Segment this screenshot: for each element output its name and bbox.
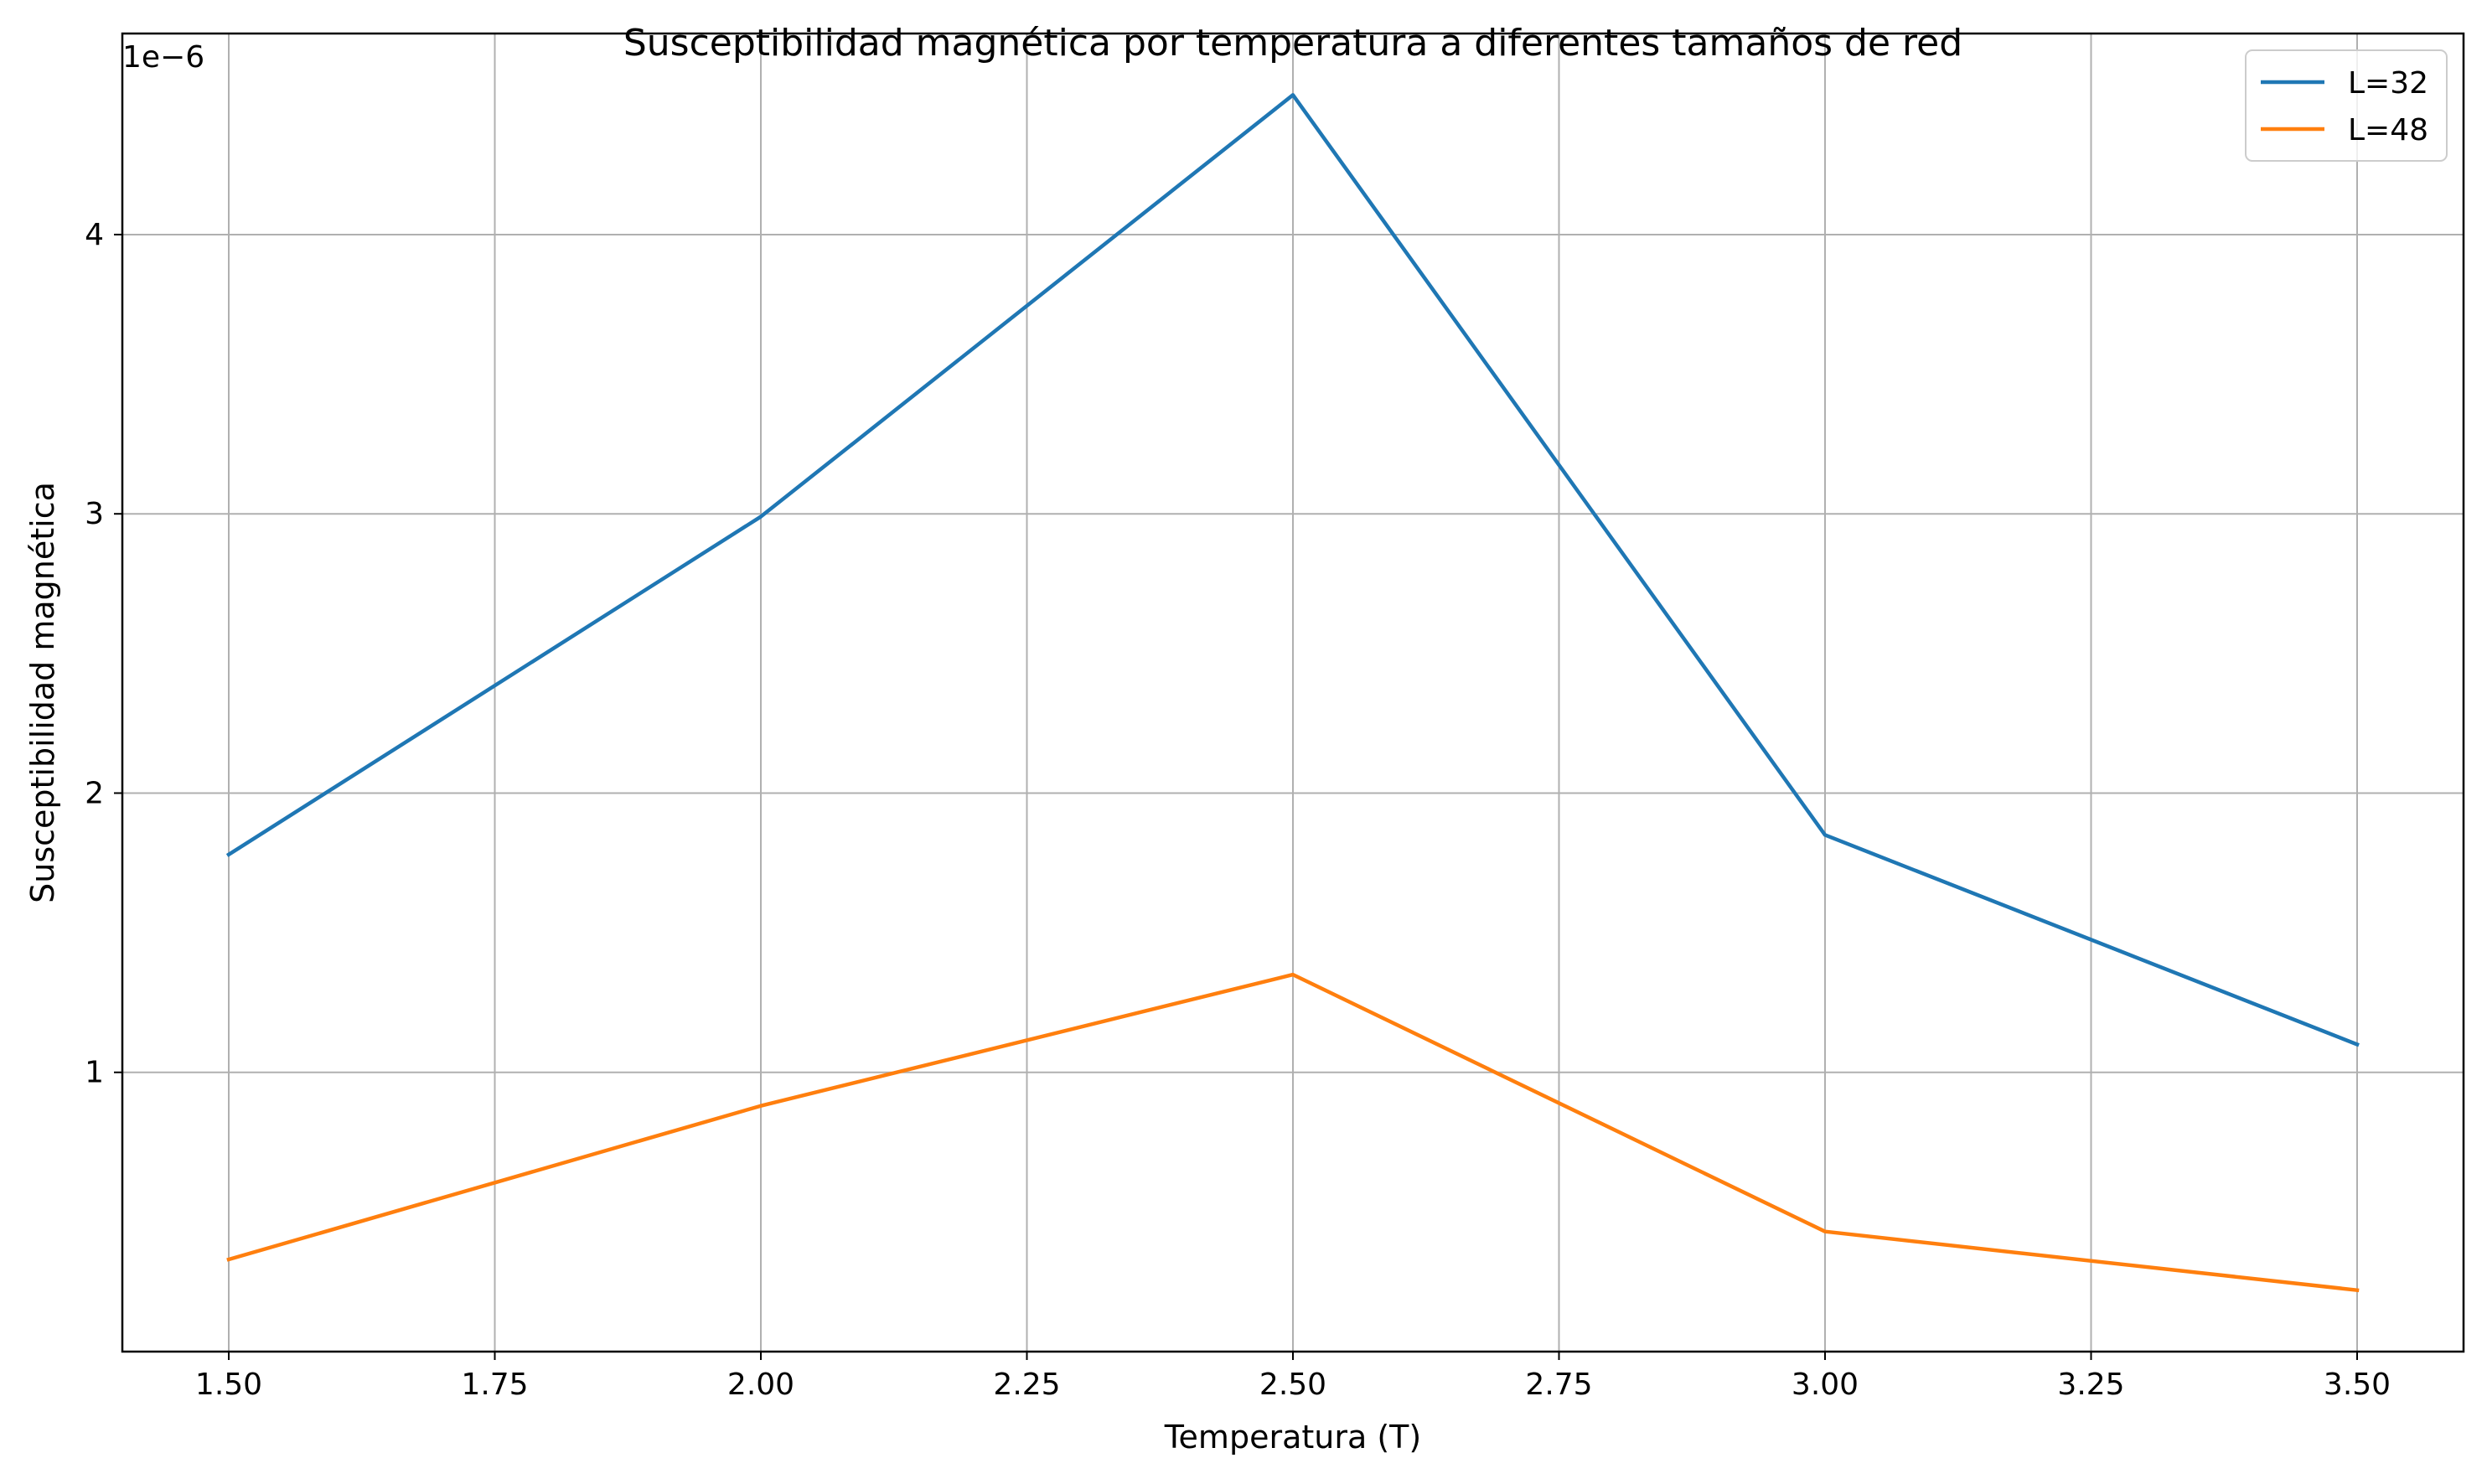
series-lines bbox=[225, 93, 2360, 1293]
series-line-l-48 bbox=[226, 972, 2360, 1293]
series-line-l-32 bbox=[225, 93, 2360, 1047]
x-axis-label: Temperatura (T) bbox=[1164, 1419, 1421, 1456]
x-tick-label: 3.50 bbox=[2324, 1368, 2391, 1402]
x-tick-label: 3.25 bbox=[2057, 1368, 2124, 1402]
y-tick-label: 4 bbox=[85, 218, 104, 252]
x-tick-label: 2.00 bbox=[727, 1368, 794, 1402]
y-tick-label: 2 bbox=[85, 776, 104, 810]
chart-title: Susceptibilidad magnética por temperatur… bbox=[623, 22, 1962, 65]
y-tick-label: 3 bbox=[85, 497, 104, 531]
x-tick-label: 3.00 bbox=[1792, 1368, 1859, 1402]
legend-label: L=32 bbox=[2348, 66, 2428, 101]
legend-box bbox=[2245, 49, 2448, 162]
legend: L=32 L=48 bbox=[2245, 49, 2448, 162]
x-tick-label: 2.50 bbox=[1259, 1368, 1326, 1402]
y-axis-offset-label: 1e−6 bbox=[122, 40, 204, 75]
x-tick-label: 2.25 bbox=[993, 1368, 1060, 1402]
axis-ticks: 1.50 1.75 2.00 2.25 2.50 2.75 3.00 3.25 3.50 1 2 3 4 bbox=[85, 218, 2391, 1402]
y-tick-label: 1 bbox=[85, 1056, 104, 1090]
x-tick-label: 1.75 bbox=[461, 1368, 528, 1402]
legend-label: L=48 bbox=[2348, 113, 2428, 147]
y-axis-label: Susceptibilidad magnética bbox=[24, 482, 61, 903]
x-tick-label: 2.75 bbox=[1525, 1368, 1592, 1402]
x-tick-label: 1.50 bbox=[195, 1368, 262, 1402]
grid-lines bbox=[122, 34, 2464, 1352]
